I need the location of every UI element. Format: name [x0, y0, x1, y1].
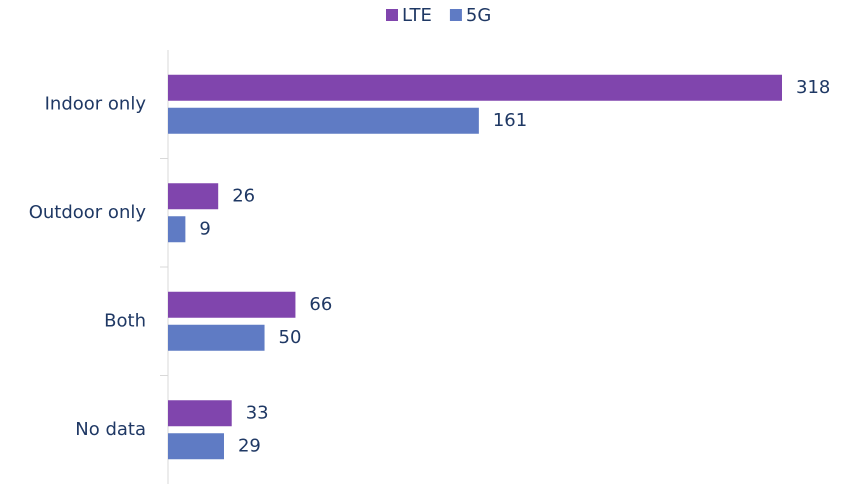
bar: [168, 183, 219, 210]
y-tick-label: Indoor only: [45, 93, 147, 114]
y-tick-label: Outdoor only: [29, 202, 147, 223]
data-label: 66: [309, 294, 332, 315]
y-tick-label: No data: [75, 419, 146, 440]
bar: [168, 107, 479, 134]
bar: [168, 433, 224, 460]
bar: [168, 291, 296, 318]
legend-label: LTE: [402, 5, 432, 26]
bar: [168, 216, 186, 243]
data-label: 50: [279, 327, 302, 348]
data-label: 318: [796, 77, 830, 98]
bar: [168, 400, 232, 427]
bar: [168, 74, 782, 101]
bar: [168, 324, 265, 351]
legend-label: 5G: [466, 5, 491, 26]
data-label: 33: [246, 402, 269, 423]
data-label: 26: [232, 185, 255, 206]
data-label: 9: [199, 218, 210, 239]
data-label: 161: [493, 110, 527, 131]
data-label: 29: [238, 435, 261, 456]
legend-swatch: [386, 9, 398, 21]
legend-swatch: [449, 9, 462, 21]
y-tick-label: Both: [104, 310, 146, 331]
